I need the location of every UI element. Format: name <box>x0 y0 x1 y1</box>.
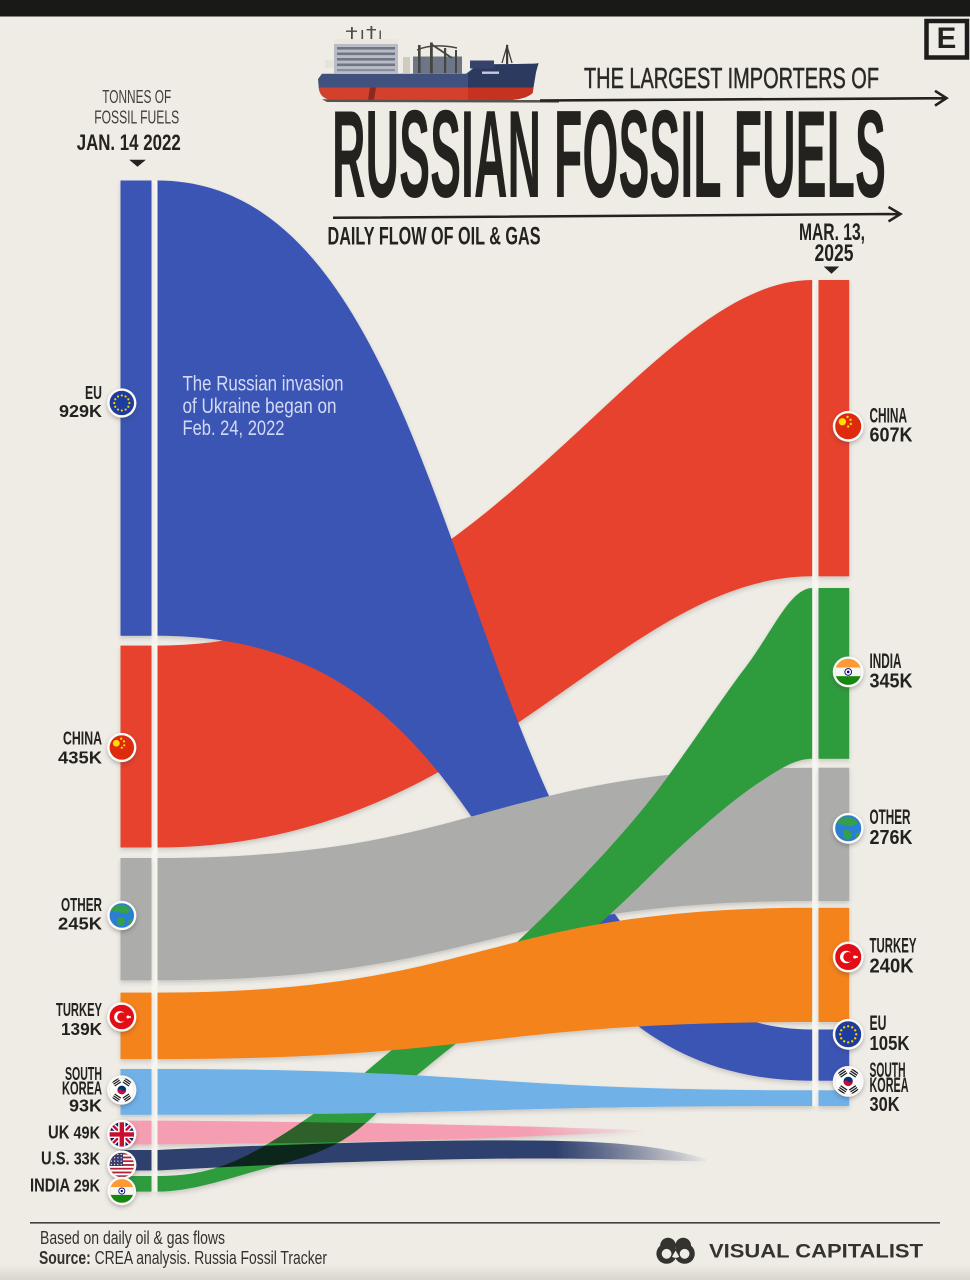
svg-text:93K: 93K <box>69 1096 102 1116</box>
svg-text:2025: 2025 <box>815 240 854 267</box>
svg-text:FOSSIL FUELS: FOSSIL FUELS <box>94 107 179 128</box>
svg-text:INDIA 29K: INDIA 29K <box>30 1176 100 1196</box>
svg-text:TONNES OF: TONNES OF <box>102 86 171 107</box>
svg-text:INDIA: INDIA <box>870 649 902 673</box>
svg-text:THE LARGEST IMPORTERS OF: THE LARGEST IMPORTERS OF <box>584 63 879 95</box>
svg-text:TURKEY: TURKEY <box>870 934 917 958</box>
svg-text:240K: 240K <box>870 955 914 978</box>
svg-text:UK 49K: UK 49K <box>48 1123 100 1143</box>
svg-text:30K: 30K <box>870 1093 900 1116</box>
svg-text:E: E <box>937 22 957 55</box>
svg-text:276K: 276K <box>870 826 913 849</box>
svg-text:RUSSIAN FOSSIL FUELS: RUSSIAN FOSSIL FUELS <box>332 86 886 224</box>
svg-text:The Russian invasion: The Russian invasion <box>183 371 344 395</box>
svg-text:VISUAL CAPITALIST: VISUAL CAPITALIST <box>709 1241 923 1262</box>
svg-text:CHINA: CHINA <box>63 729 102 749</box>
svg-text:Source: CREA analysis. Russia: Source: CREA analysis. Russia Fossil Tra… <box>39 1247 327 1268</box>
svg-text:Based on daily oil & gas flows: Based on daily oil & gas flows <box>40 1227 225 1248</box>
svg-text:JAN. 14 2022: JAN. 14 2022 <box>77 130 181 155</box>
svg-text:of Ukraine began on: of Ukraine began on <box>183 394 337 418</box>
svg-text:607K: 607K <box>870 424 913 447</box>
svg-text:345K: 345K <box>870 670 913 693</box>
svg-text:929K: 929K <box>59 401 102 421</box>
svg-text:EU: EU <box>85 383 102 403</box>
svg-text:KOREA: KOREA <box>870 1073 909 1097</box>
svg-text:SOUTH: SOUTH <box>870 1058 906 1082</box>
svg-text:DAILY FLOW OF OIL & GAS: DAILY FLOW OF OIL & GAS <box>328 223 541 251</box>
svg-text:245K: 245K <box>58 914 102 934</box>
svg-text:OTHER: OTHER <box>870 805 911 829</box>
svg-text:435K: 435K <box>58 748 102 768</box>
svg-text:TURKEY: TURKEY <box>56 1000 102 1020</box>
svg-text:CHINA: CHINA <box>870 404 908 428</box>
svg-text:MAR. 13,: MAR. 13, <box>799 219 865 246</box>
svg-text:SOUTH: SOUTH <box>65 1064 102 1084</box>
svg-text:KOREA: KOREA <box>62 1079 102 1099</box>
svg-text:Feb. 24, 2022: Feb. 24, 2022 <box>183 416 285 440</box>
svg-text:OTHER: OTHER <box>61 895 102 915</box>
svg-text:U.S. 33K: U.S. 33K <box>41 1149 100 1169</box>
svg-text:139K: 139K <box>61 1019 102 1039</box>
svg-text:EU: EU <box>870 1011 887 1035</box>
svg-text:105K: 105K <box>870 1032 910 1055</box>
